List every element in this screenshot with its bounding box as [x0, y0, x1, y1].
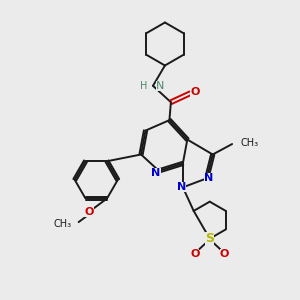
Text: CH₃: CH₃	[53, 220, 71, 230]
Text: N: N	[204, 173, 213, 183]
Text: CH₃: CH₃	[241, 137, 259, 148]
Text: O: O	[190, 249, 200, 259]
Text: N: N	[177, 182, 186, 192]
Text: O: O	[220, 249, 229, 259]
Text: N: N	[156, 81, 164, 91]
Text: O: O	[190, 87, 200, 97]
Text: N: N	[151, 168, 160, 178]
Text: O: O	[84, 207, 94, 217]
Text: H: H	[140, 81, 148, 91]
Text: S: S	[205, 232, 214, 245]
